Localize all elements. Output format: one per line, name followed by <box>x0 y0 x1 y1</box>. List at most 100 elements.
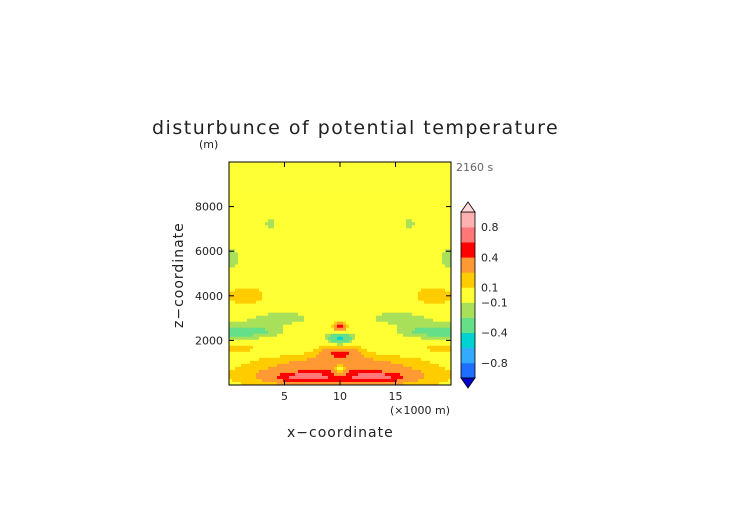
contour-cell <box>265 327 269 332</box>
contour-cell <box>430 180 434 184</box>
contour-cell <box>445 246 449 250</box>
contour-cell <box>247 354 251 359</box>
contour-cell <box>283 225 287 229</box>
contour-cell <box>250 252 254 256</box>
contour-cell <box>442 315 446 320</box>
contour-cell <box>340 192 344 196</box>
contour-cell <box>346 297 350 301</box>
contour-cell <box>397 207 401 211</box>
contour-cell <box>241 231 245 235</box>
contour-cell <box>418 180 422 184</box>
contour-cell <box>409 339 413 344</box>
contour-cell <box>409 216 413 220</box>
contour-cell <box>433 243 437 247</box>
contour-cell <box>394 192 398 196</box>
contour-cell <box>367 234 371 238</box>
contour-cell <box>376 318 380 323</box>
contour-cell <box>397 180 401 184</box>
contour-cell <box>301 231 305 235</box>
contour-cell <box>415 171 419 175</box>
contour-cell <box>331 363 335 368</box>
contour-cell <box>271 306 275 311</box>
contour-cell <box>253 240 257 244</box>
contour-cell <box>322 270 326 274</box>
contour-cell <box>364 357 368 362</box>
contour-cell <box>337 330 341 335</box>
contour-cell <box>283 258 287 262</box>
contour-cell <box>436 315 440 320</box>
contour-cell <box>262 171 266 175</box>
contour-cell <box>349 294 353 298</box>
contour-cell <box>250 276 254 280</box>
contour-cell <box>361 228 365 232</box>
contour-cell <box>385 177 389 181</box>
contour-cell <box>319 222 323 226</box>
contour-cell <box>400 318 404 323</box>
contour-cell <box>373 249 377 253</box>
contour-cell <box>337 345 341 350</box>
contour-cell <box>229 183 233 187</box>
contour-cell <box>277 180 281 184</box>
contour-cell <box>277 237 281 241</box>
contour-cell <box>343 246 347 250</box>
contour-cell <box>322 162 326 166</box>
contour-cell <box>358 279 362 283</box>
contour-cell <box>331 330 335 335</box>
contour-cell <box>445 345 449 350</box>
contour-cell <box>355 357 359 362</box>
contour-cell <box>391 339 395 344</box>
contour-cell <box>307 348 311 353</box>
contour-cell <box>280 243 284 247</box>
contour-cell <box>424 225 428 229</box>
contour-cell <box>319 357 323 362</box>
contour-cell <box>412 270 416 274</box>
contour-cell <box>295 282 299 286</box>
contour-cell <box>328 360 332 365</box>
contour-cell <box>295 267 299 271</box>
contour-cell <box>286 183 290 187</box>
contour-cell <box>427 297 431 301</box>
contour-cell <box>391 249 395 253</box>
contour-cell <box>292 219 296 223</box>
contour-cell <box>418 165 422 169</box>
contour-cell <box>256 234 260 238</box>
contour-cell <box>340 336 344 341</box>
contour-cell <box>406 351 410 356</box>
contour-cell <box>370 285 374 289</box>
contour-cell <box>256 162 260 166</box>
contour-cell <box>418 216 422 220</box>
contour-cell <box>352 294 356 298</box>
contour-cell <box>301 195 305 199</box>
contour-cell <box>388 327 392 332</box>
contour-cell <box>250 165 254 169</box>
contour-cell <box>319 213 323 217</box>
contour-cell <box>436 339 440 344</box>
contour-cell <box>277 252 281 256</box>
contour-cell <box>358 234 362 238</box>
contour-cell <box>382 300 386 304</box>
contour-cell <box>271 222 275 226</box>
contour-cell <box>250 285 254 289</box>
contour-cell <box>391 195 395 199</box>
contour-cell <box>373 210 377 214</box>
contour-cell <box>358 294 362 298</box>
contour-cell <box>280 270 284 274</box>
contour-cell <box>415 267 419 271</box>
contour-cell <box>424 240 428 244</box>
contour-cell <box>244 216 248 220</box>
contour-cell <box>346 222 350 226</box>
contour-cell <box>253 309 257 314</box>
contour-cell <box>349 360 353 365</box>
contour-cell <box>319 288 323 292</box>
contour-cell <box>307 321 311 326</box>
contour-cell <box>415 222 419 226</box>
contour-cell <box>349 231 353 235</box>
contour-cell <box>361 165 365 169</box>
contour-cell <box>292 342 296 347</box>
contour-cell <box>268 219 272 223</box>
contour-cell <box>268 225 272 229</box>
contour-cell <box>343 258 347 262</box>
contour-cell <box>250 189 254 193</box>
contour-cell <box>232 285 236 289</box>
contour-cell <box>238 240 242 244</box>
